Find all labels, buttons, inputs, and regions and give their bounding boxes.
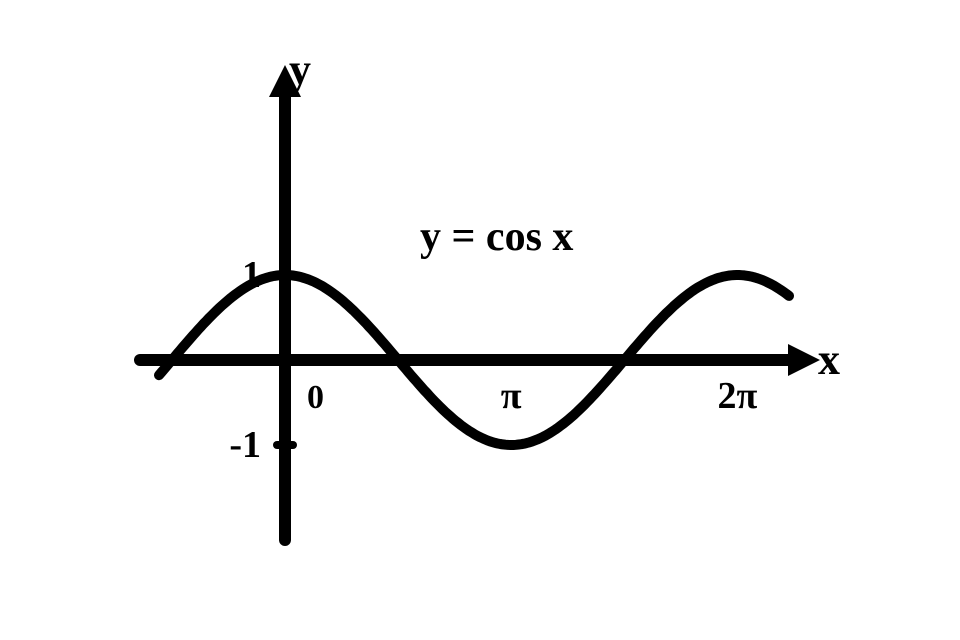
- y-tick-label: 1: [242, 254, 261, 296]
- cosine-graph: y x y = cos x 1 -1 0 π 2π: [0, 0, 960, 640]
- x-axis-arrowhead: [788, 344, 820, 376]
- x-axis-label: x: [818, 335, 840, 384]
- x-tick-label: 0: [307, 379, 324, 416]
- function-label: y = cos x: [420, 214, 573, 260]
- y-axis-label: y: [289, 45, 311, 94]
- x-tick-label: 2π: [717, 375, 757, 417]
- y-tick-label: -1: [229, 424, 261, 466]
- x-tick-label: π: [501, 375, 522, 417]
